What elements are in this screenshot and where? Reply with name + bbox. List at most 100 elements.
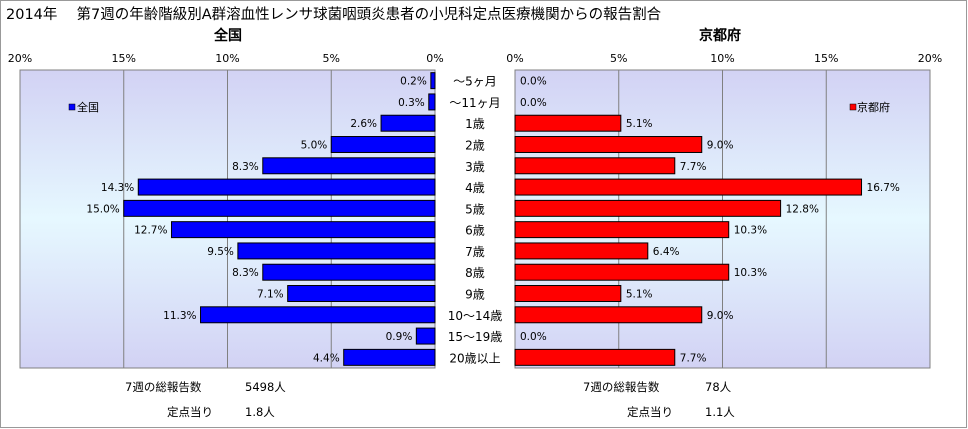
category-label: 7歳 (465, 245, 485, 259)
left-panel-title: 全国 (213, 27, 242, 44)
right-bar (514, 306, 703, 324)
right-data-label: 9.0% (707, 140, 734, 152)
category-label: 8歳 (465, 266, 485, 280)
left-data-label: 9.5% (207, 246, 234, 258)
right-tick-label: 20% (918, 52, 942, 65)
right-bar (514, 263, 730, 281)
right-bar (514, 285, 622, 302)
right-data-label: 7.7% (680, 161, 707, 173)
left-data-label: 8.3% (232, 267, 259, 279)
left-bar (330, 136, 436, 153)
left-data-label: 11.3% (163, 310, 196, 322)
right-data-label: 0.0% (520, 76, 547, 88)
category-label: 10～14歳 (448, 309, 503, 323)
right-data-label: 7.7% (680, 352, 707, 364)
category-label: 15～19歳 (448, 330, 503, 344)
right-panel-title: 京都府 (699, 27, 741, 44)
left-data-label: 8.3% (232, 161, 259, 173)
right-data-label: 16.7% (867, 182, 900, 194)
left-bar (262, 263, 436, 281)
left-bar (123, 199, 436, 217)
right-bar (514, 348, 676, 366)
left-data-label: 15.0% (86, 203, 119, 215)
category-label: 1歳 (465, 117, 485, 131)
right-tick-label: 10% (710, 52, 734, 65)
left-data-label: 5.0% (301, 140, 328, 152)
category-label: 9歳 (465, 288, 485, 302)
left-bar (262, 157, 436, 175)
right-data-label: 10.3% (734, 267, 767, 279)
left-tick-label: 20% (8, 52, 32, 65)
left-bar (428, 93, 436, 111)
left-legend-label: 全国 (77, 100, 99, 114)
right-tick-label: 0% (506, 52, 523, 65)
right-bars: 0.0%0.0%5.1%9.0%7.7%16.7%12.8%10.3%6.4%1… (514, 76, 900, 366)
category-label: 2歳 (465, 139, 485, 153)
right-data-label: 9.0% (707, 310, 734, 322)
left-bar (237, 242, 436, 260)
right-data-label: 10.3% (734, 225, 767, 237)
right-legend-label: 京都府 (857, 100, 890, 114)
right-total-label: 7週の総報告数 (583, 380, 660, 394)
left-per-value: 1.8人 (245, 405, 275, 419)
left-total-label: 7週の総報告数 (125, 380, 202, 394)
right-bar (514, 157, 676, 175)
left-tick-label: 0% (426, 52, 443, 65)
left-data-label: 0.3% (398, 97, 425, 109)
right-data-label: 5.1% (626, 289, 653, 301)
category-label: 4歳 (465, 181, 485, 195)
right-total-value: 78人 (705, 380, 732, 394)
right-bar (514, 178, 863, 196)
right-data-label: 5.1% (626, 118, 653, 130)
left-bar (430, 72, 436, 90)
category-label: ～5ヶ月 (453, 75, 497, 89)
right-tick-labels: 0% 5% 10% 15% 20% (506, 52, 942, 65)
left-data-label: 0.9% (386, 331, 413, 343)
left-data-label: 12.7% (134, 225, 167, 237)
left-bar (137, 178, 436, 196)
category-label: 20歳以上 (449, 351, 500, 365)
right-legend-swatch (849, 103, 857, 111)
left-bar (200, 306, 436, 324)
left-tick-labels: 20% 15% 10% 5% 0% (8, 52, 444, 65)
left-data-label: 14.3% (101, 182, 134, 194)
category-label: ～11ヶ月 (449, 96, 500, 110)
left-tick-label: 10% (215, 52, 239, 65)
right-per-value: 1.1人 (705, 405, 735, 419)
left-bar (415, 327, 436, 345)
right-data-label: 6.4% (653, 246, 680, 258)
left-total-value: 5498人 (245, 380, 286, 394)
right-bar (514, 136, 703, 153)
left-bar (343, 348, 436, 366)
left-legend-swatch (68, 103, 76, 111)
right-data-label: 12.8% (786, 203, 819, 215)
right-per-label: 定点当り (627, 405, 673, 419)
left-data-label: 4.4% (313, 352, 340, 364)
right-bar (514, 242, 649, 260)
right-tick-label: 5% (610, 52, 627, 65)
right-bar (514, 221, 730, 239)
left-per-label: 定点当り (167, 405, 213, 419)
category-label: 3歳 (465, 160, 485, 174)
left-tick-label: 5% (323, 52, 340, 65)
left-data-label: 2.6% (350, 118, 377, 130)
chart-title: 2014年 第7週の年齢階級別A群溶血性レンサ球菌咽頭炎患者の小児科定点医療機関… (6, 5, 662, 23)
left-tick-label: 15% (112, 52, 136, 65)
left-legend: 全国 (68, 100, 99, 114)
left-bar (380, 114, 436, 132)
category-label: 6歳 (465, 224, 485, 238)
right-data-label: 0.0% (520, 97, 547, 109)
right-bar (514, 114, 622, 132)
right-bar (514, 199, 782, 217)
left-bars: 0.2% 0.3% 2.6% 5.0% 8.3% 14.3% 15.0% 12.7% 9.5% 8… (86, 72, 436, 366)
left-data-label: 7.1% (257, 289, 284, 301)
left-bar (170, 221, 436, 239)
right-tick-label: 15% (814, 52, 838, 65)
category-label: 5歳 (465, 202, 485, 216)
category-labels: ～5ヶ月 ～11ヶ月 1歳 2歳 3歳 4歳 5歳 6歳 7歳 8歳 9歳 10～14歳 15～19歳 2… (448, 75, 503, 366)
left-data-label: 0.2% (400, 76, 427, 88)
left-gridlines (19, 70, 436, 368)
right-legend: 京都府 (849, 100, 890, 114)
right-data-label: 0.0% (520, 331, 547, 343)
